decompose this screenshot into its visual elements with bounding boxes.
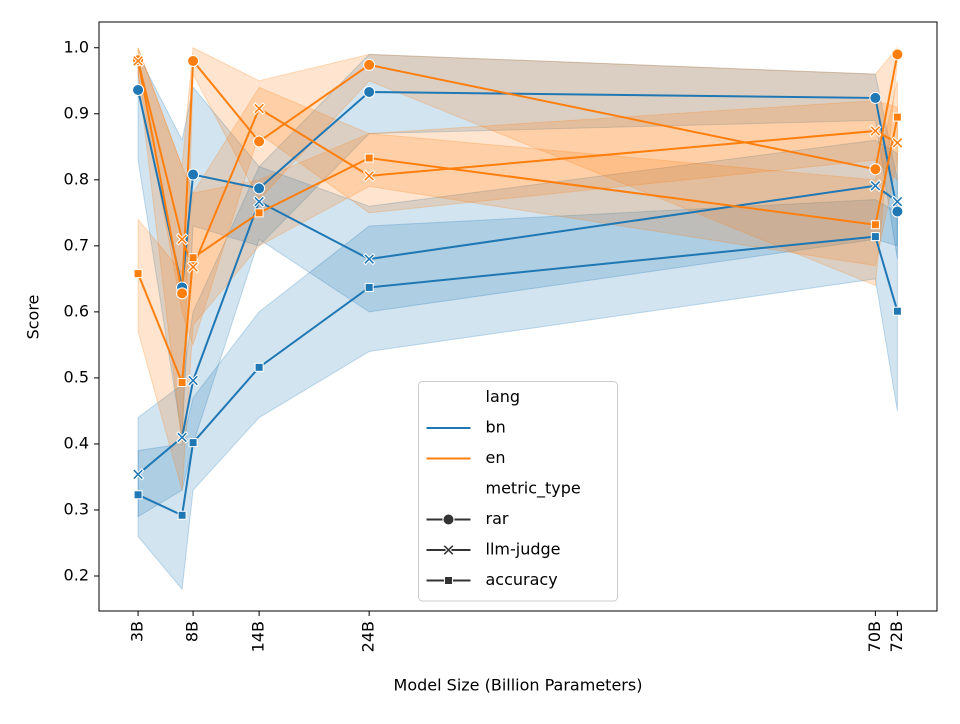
point — [252, 195, 266, 208]
point — [869, 91, 882, 104]
y-tick-label: 0.5 — [64, 367, 89, 386]
point — [362, 252, 376, 266]
y-tick-label: 0.8 — [64, 169, 89, 188]
x-tick-label: 72B — [887, 621, 906, 652]
y-tick-label: 1.0 — [64, 37, 89, 56]
point — [362, 169, 376, 183]
point — [363, 58, 376, 71]
legend-label: en — [486, 448, 506, 467]
point — [252, 102, 266, 115]
legend-label: rar — [486, 509, 509, 528]
confidence-band — [137, 47, 898, 347]
y-tick-label: 0.3 — [64, 499, 89, 518]
point — [869, 163, 882, 176]
point — [188, 438, 198, 448]
point — [187, 168, 200, 181]
confidence-band — [137, 139, 898, 518]
legend-marker — [444, 576, 453, 585]
point — [253, 135, 266, 148]
point — [187, 54, 200, 67]
y-tick-label: 0.2 — [64, 566, 89, 585]
point — [892, 112, 902, 122]
legend-marker — [442, 513, 455, 526]
point — [132, 84, 145, 97]
point — [891, 48, 904, 61]
point — [892, 306, 902, 316]
point — [364, 153, 374, 163]
plot-frame — [98, 21, 938, 612]
point — [175, 233, 189, 246]
point — [177, 510, 187, 520]
point — [870, 232, 880, 242]
legend-marker — [442, 543, 455, 557]
x-tick-label: 70B — [865, 621, 884, 652]
point — [254, 362, 264, 372]
legend-label: accuracy — [486, 570, 558, 589]
y-tick-label: 0.4 — [64, 433, 89, 452]
point — [253, 182, 266, 195]
y-tick-label: 0.6 — [64, 301, 89, 320]
x-tick-label: 24B — [359, 621, 378, 652]
y-tick-label: 0.9 — [64, 103, 89, 122]
y-axis-label: Score — [24, 295, 43, 340]
point — [869, 179, 882, 192]
point — [133, 490, 143, 500]
point — [176, 287, 189, 300]
x-tick-label: 14B — [249, 621, 268, 652]
y-tick-label: 0.7 — [64, 235, 89, 254]
point — [364, 282, 374, 292]
x-tick-label: 8B — [183, 621, 202, 642]
point — [869, 124, 882, 138]
point — [891, 195, 904, 208]
point — [131, 54, 145, 68]
point — [131, 468, 145, 481]
point — [891, 205, 904, 218]
x-tick-label: 3B — [128, 621, 147, 642]
point — [177, 378, 187, 388]
point — [133, 269, 143, 279]
point — [254, 208, 264, 218]
point — [891, 136, 904, 150]
confidence-band — [137, 199, 898, 591]
point — [363, 85, 376, 98]
point — [870, 220, 880, 230]
x-axis-label: Model Size (Billion Parameters) — [394, 676, 643, 695]
point — [186, 374, 200, 387]
point — [175, 431, 189, 444]
legend-frame — [418, 381, 618, 602]
legend-title: lang — [486, 387, 521, 406]
legend-title: metric_type — [486, 479, 581, 499]
legend-label: bn — [486, 418, 506, 437]
legend-label: llm-judge — [486, 540, 561, 559]
point — [188, 253, 198, 263]
